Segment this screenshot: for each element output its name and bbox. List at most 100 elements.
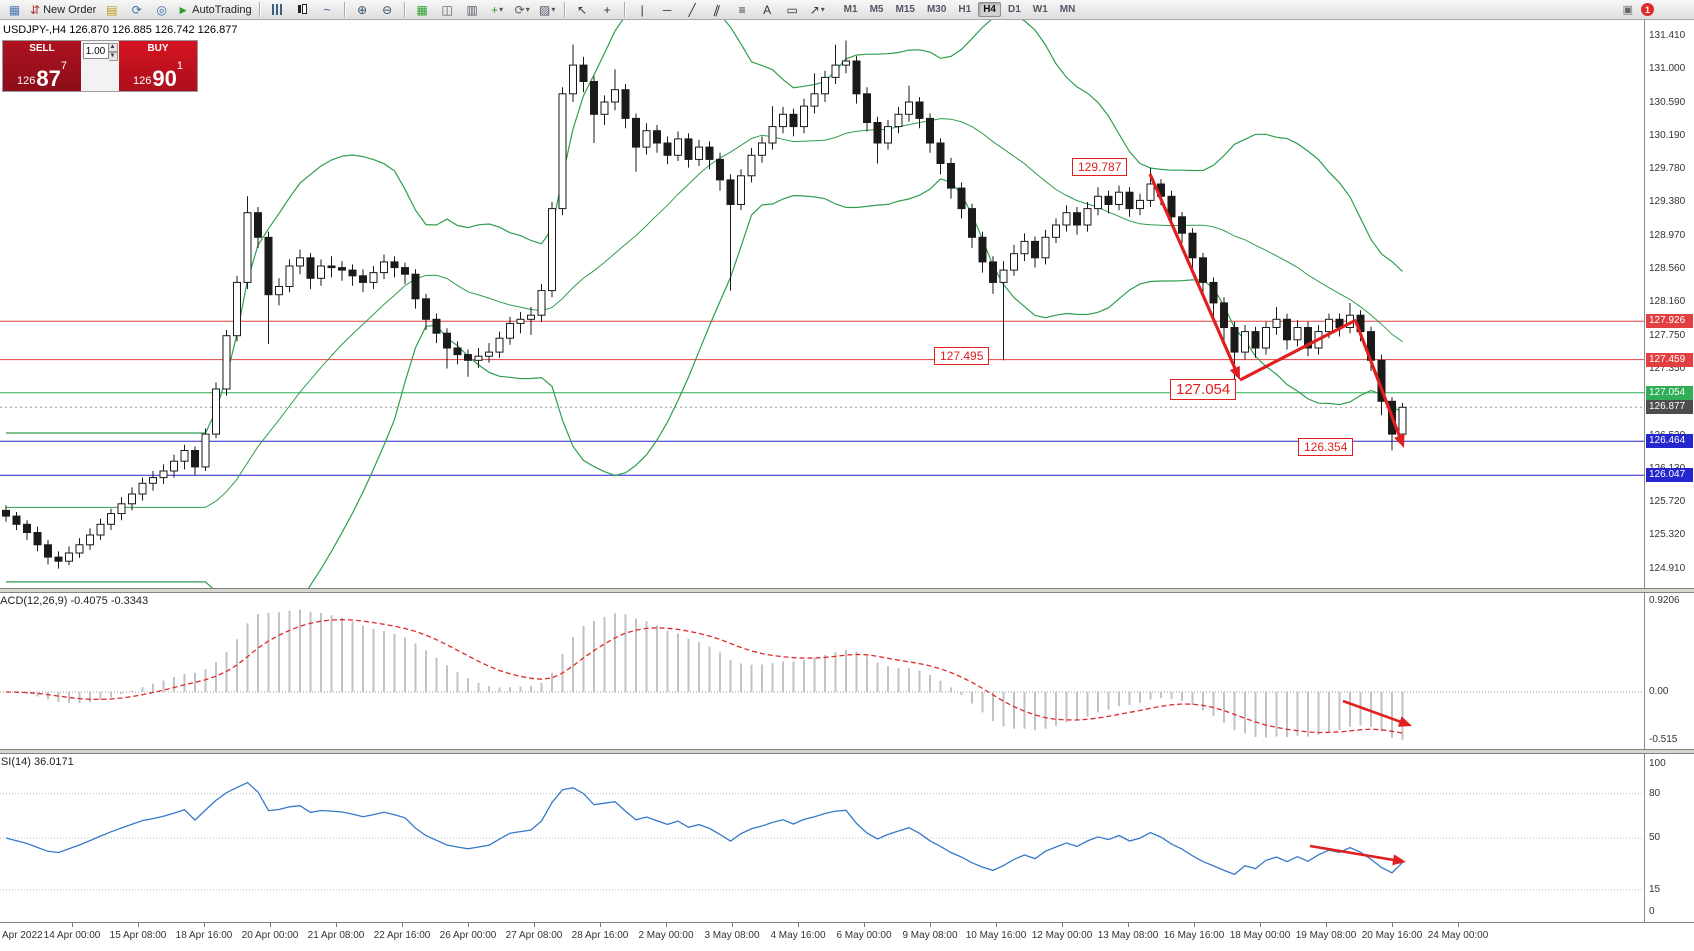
market-watch-icon: ▤: [106, 2, 118, 17]
arrows-dropdown[interactable]: ↗ ▾: [805, 0, 830, 19]
dropdown-arrow-icon: ▾: [525, 5, 530, 14]
chart-shift-icon[interactable]: ▣: [1622, 4, 1633, 16]
line-chart-icon[interactable]: ~: [315, 0, 340, 19]
time-tick: [732, 923, 733, 927]
timeframe-m15[interactable]: M15: [895, 4, 915, 15]
volume-box: ▲ ▼: [81, 41, 119, 91]
timeframe-w1[interactable]: W1: [1032, 4, 1048, 15]
templates-dropdown[interactable]: ▨ ▾: [535, 0, 560, 19]
toolbar-separator: [623, 2, 626, 17]
arrange-windows-icon[interactable]: ▥: [460, 0, 485, 19]
panel-divider[interactable]: [0, 749, 1694, 754]
notification-badge[interactable]: 1: [1641, 3, 1654, 16]
price-tick-label: 129.780: [1649, 163, 1686, 174]
timeframe-h4[interactable]: H4: [978, 2, 1001, 17]
price-axis[interactable]: 131.410 131.000 130.590 130.190 129.780 129.3…: [1644, 20, 1694, 588]
time-tick: [138, 923, 139, 927]
macd-panel[interactable]: 0.9206 0.00 -0.515 MACD(12,26,9) -0.4075 -…: [0, 593, 1694, 749]
buy-label: BUY: [147, 43, 169, 54]
new-chart-dropdown: +: [491, 2, 499, 17]
crosshair-icon[interactable]: +: [595, 0, 620, 19]
timeframe-d1[interactable]: D1: [1007, 4, 1021, 15]
rsi-panel[interactable]: 100 80 50 15 0 RSI(14) 36.0171: [0, 754, 1694, 922]
refresh-icon: ⟳: [131, 2, 142, 17]
trendline-icon: ╱: [688, 2, 696, 17]
panel-divider[interactable]: [0, 588, 1694, 593]
horizontal-line-icon[interactable]: ─: [655, 0, 680, 19]
trend-arrow-head: [1229, 365, 1240, 380]
annotation-price-label[interactable]: 127.054: [1170, 379, 1237, 400]
rsi-canvas[interactable]: [0, 754, 1644, 922]
autotrading-button[interactable]: ► AutoTrading: [174, 0, 254, 19]
bar-chart-icon[interactable]: [265, 0, 290, 19]
zoom-in-icon[interactable]: ⊕: [350, 0, 375, 19]
new-chart-icon: ▦: [8, 2, 21, 17]
time-tick: [336, 923, 337, 927]
time-label: 2 May 00:00: [638, 930, 694, 941]
fibonacci-icon[interactable]: ≡: [730, 0, 755, 19]
time-tick: [1392, 923, 1393, 927]
timeframe-mn[interactable]: MN: [1059, 4, 1076, 15]
trend-arrow: [1239, 318, 1357, 382]
bollinger-middle-band: [6, 118, 1403, 508]
cursor-icon[interactable]: ↖: [570, 0, 595, 19]
candlestick-chart-icon[interactable]: [290, 0, 315, 19]
channel-icon[interactable]: ∥: [705, 0, 730, 19]
timeframe-h1[interactable]: H1: [958, 4, 972, 15]
market-watch-icon[interactable]: ▤: [99, 0, 124, 19]
annotation-price-label[interactable]: 127.495: [934, 347, 990, 365]
volume-up-button[interactable]: ▲: [108, 43, 118, 52]
price-chart-panel[interactable]: 129.787 127.495 127.054 126.354 131.410 131.…: [0, 20, 1694, 588]
line-chart-icon: ~: [323, 2, 331, 17]
trend-arrow-head: [1397, 716, 1412, 727]
text-icon[interactable]: A: [755, 0, 780, 19]
vertical-line-icon[interactable]: |: [630, 0, 655, 19]
candlestick-canvas[interactable]: [0, 20, 1644, 588]
profiles-dropdown: ⟳: [514, 2, 525, 17]
price-tick-label: 124.910: [1649, 563, 1686, 574]
text-label-icon[interactable]: ▭: [780, 0, 805, 19]
annotation-price-label[interactable]: 126.354: [1298, 438, 1354, 456]
new-chart-icon[interactable]: ▦: [2, 0, 27, 19]
price-badge: 127.459: [1646, 353, 1693, 367]
time-label: 27 Apr 08:00: [505, 930, 563, 941]
fibonacci-icon: ≡: [738, 2, 746, 17]
zoom-out-icon: ⊖: [382, 2, 393, 17]
timeframe-m1[interactable]: M1: [843, 4, 858, 15]
cascade-windows-icon: ◫: [441, 2, 453, 17]
cascade-windows-icon[interactable]: ◫: [435, 0, 460, 19]
toolbar-separator: [403, 2, 406, 17]
timeframe-m30[interactable]: M30: [926, 4, 947, 15]
time-tick: [1194, 923, 1195, 927]
timeframe-m5[interactable]: M5: [869, 4, 884, 15]
price-tick-label: 125.720: [1649, 496, 1686, 507]
time-label: 21 Apr 08:00: [307, 930, 365, 941]
profiles-dropdown[interactable]: ⟳ ▾: [510, 0, 535, 19]
candles: [2, 40, 1407, 569]
new-order-button-label: New Order: [43, 3, 97, 16]
time-label: Apr 2022: [2, 930, 43, 941]
sell-button[interactable]: SELL 126 87 7: [3, 41, 81, 91]
dropdown-arrow-icon: ▾: [820, 5, 825, 14]
annotation-price-label[interactable]: 129.787: [1072, 158, 1128, 176]
text-icon: A: [763, 2, 772, 17]
indicator-axis-label: 0: [1649, 906, 1655, 917]
volume-input[interactable]: [82, 43, 109, 59]
tile-windows-icon[interactable]: ▦: [410, 0, 435, 19]
price-badge: 127.054: [1646, 386, 1693, 400]
trendline-icon[interactable]: ╱: [680, 0, 705, 19]
time-tick: [1062, 923, 1063, 927]
new-order-button[interactable]: ⇵ New Order: [27, 0, 99, 19]
navigator-icon[interactable]: ◎: [149, 0, 174, 19]
time-tick: [1128, 923, 1129, 927]
volume-down-button[interactable]: ▼: [108, 52, 118, 61]
time-label: 20 May 16:00: [1361, 930, 1423, 941]
macd-canvas[interactable]: [0, 593, 1644, 749]
price-tick-label: 128.160: [1649, 296, 1686, 307]
new-chart-dropdown[interactable]: + ▾: [485, 0, 510, 19]
zoom-out-icon[interactable]: ⊖: [375, 0, 400, 19]
time-axis[interactable]: Apr 2022 14 Apr 00:00 15 Apr 08:00 18 Apr 1…: [0, 922, 1694, 951]
toolbar: ▦ ⇵ New Order ▤ ⟳ ◎ ► AutoTrading ~ ⊕ ⊖ ▦ ◫ ▥ + ▾ ⟳ ▾ ▨ ▾ ↖ +…: [0, 0, 1694, 20]
refresh-icon[interactable]: ⟳: [124, 0, 149, 19]
buy-button[interactable]: BUY 126 90 1: [119, 41, 197, 91]
